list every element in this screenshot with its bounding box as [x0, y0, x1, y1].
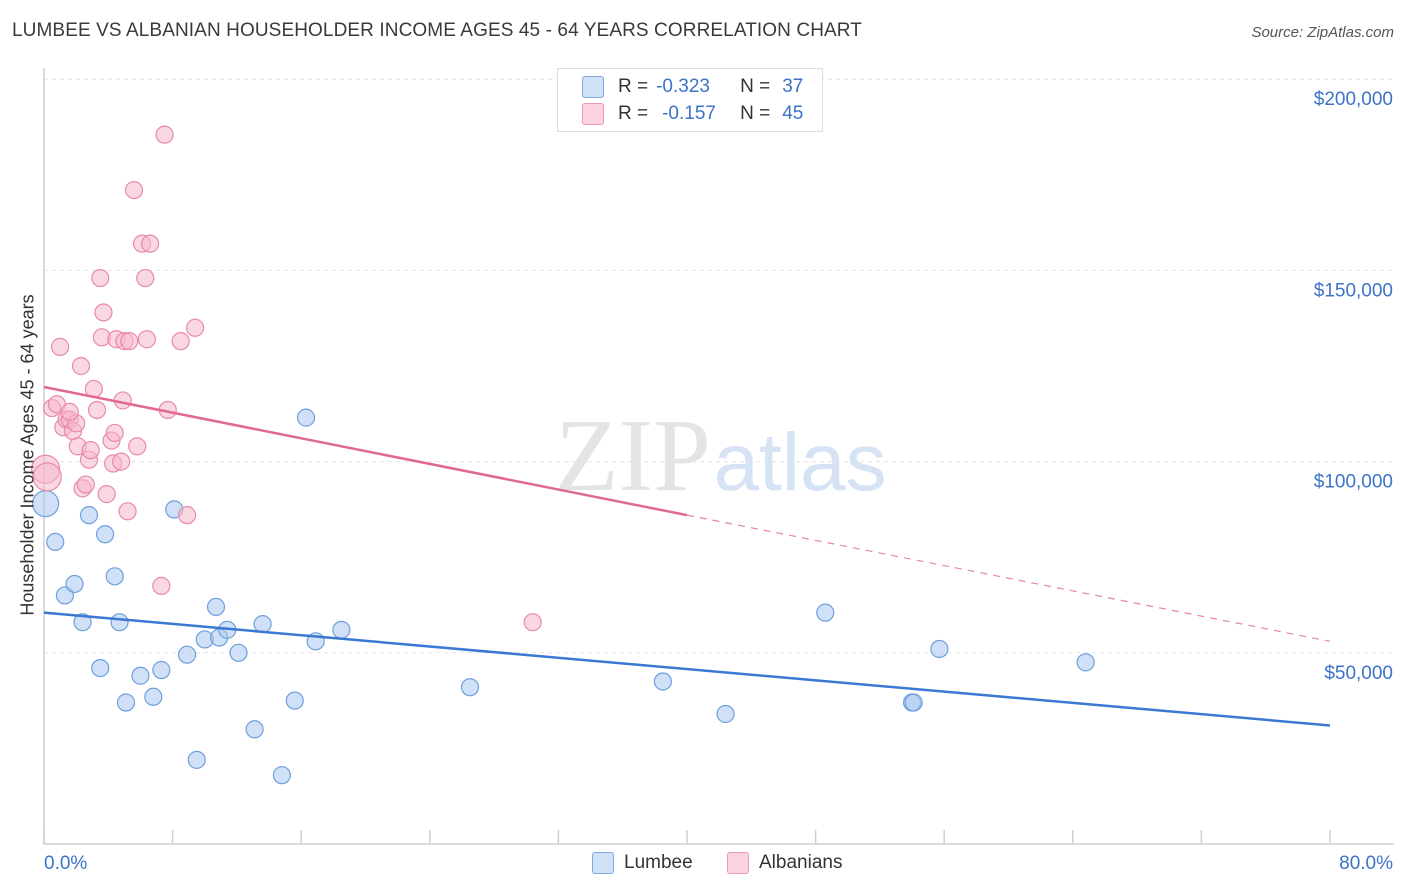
legend-row-lumbee: R = -0.323 N = 37 [582, 75, 803, 99]
albanian-point [112, 452, 131, 471]
lumbee-point [816, 603, 835, 622]
albanian-point [87, 400, 107, 420]
albanian-point [118, 502, 137, 521]
albanian-point [124, 180, 144, 200]
y-tick-label: $100,000 [1314, 472, 1393, 493]
lumbee-point [296, 408, 316, 427]
lumbee-points [32, 408, 1095, 785]
bottom-legend-albanians[interactable]: Albanians [727, 852, 842, 874]
trend-lines [43, 385, 1331, 727]
lumbee-point [716, 704, 735, 724]
albanian-point [128, 437, 147, 456]
legend-swatch-albanians [582, 103, 604, 125]
lumbee-point [930, 639, 949, 659]
x-tick-label-min: 0.0% [44, 853, 87, 874]
lumbee-point [206, 597, 226, 617]
albanian-point [155, 125, 174, 144]
lumbee-point [653, 672, 672, 691]
legend-r-label: R = [618, 76, 649, 97]
bottom-label-albanians: Albanians [759, 852, 843, 873]
albanian-point [152, 576, 171, 595]
albanian-point [523, 613, 542, 632]
lumbee-point [177, 645, 197, 664]
albanian-point [177, 506, 197, 525]
bottom-swatch-albanians [727, 852, 749, 874]
albanian-trend-extension [686, 514, 1331, 642]
lumbee-point [95, 525, 115, 544]
albanian-point [32, 462, 62, 492]
albanian-point [105, 423, 124, 443]
legend-swatch-lumbee [582, 76, 604, 98]
lumbee-point [46, 532, 65, 552]
albanian-point [171, 332, 190, 351]
albanian-trend-line [43, 385, 688, 517]
albanian-point [71, 356, 91, 376]
albanian-point [136, 268, 155, 288]
x-tick-labels: 0.0% 80.0% [44, 853, 1393, 874]
legend-r-label: R = [618, 103, 649, 124]
lumbee-point [110, 613, 129, 632]
lumbee-point [144, 687, 163, 706]
grid-lines [44, 78, 1394, 654]
legend-r-value: -0.157 [662, 103, 716, 124]
lumbee-point [65, 574, 84, 594]
albanian-points [31, 125, 542, 632]
lumbee-point [285, 691, 304, 710]
y-tick-label: $200,000 [1314, 89, 1393, 110]
albanian-point [186, 318, 205, 337]
albanian-point [50, 337, 70, 356]
legend: R = -0.323 N = 37 R = -0.157 N = 45 [557, 68, 823, 132]
lumbee-point [332, 620, 351, 639]
albanian-point [60, 402, 79, 421]
chart-title: LUMBEE VS ALBANIAN HOUSEHOLDER INCOME AG… [12, 20, 862, 41]
watermark: ZIP atlas [555, 398, 887, 513]
lumbee-point [1076, 653, 1095, 672]
bottom-legend-lumbee[interactable]: Lumbee [592, 852, 693, 874]
source-credit: Source: ZipAtlas.com [1251, 24, 1394, 41]
lumbee-point [73, 613, 92, 632]
bottom-label-lumbee: Lumbee [624, 852, 693, 873]
legend-n-value: 45 [782, 103, 804, 124]
albanian-point [94, 303, 113, 322]
lumbee-trend-line [43, 611, 1331, 727]
legend-r-value: -0.323 [656, 76, 710, 97]
y-tick-label: $150,000 [1314, 280, 1393, 301]
albanian-point [97, 485, 116, 504]
legend-n-label: N = [740, 103, 771, 124]
lumbee-point [91, 658, 110, 678]
bottom-swatch-lumbee [592, 852, 614, 874]
y-tick-labels: $50,000 $100,000 $150,000 $200,000 [1314, 89, 1393, 684]
albanian-point [81, 441, 100, 460]
lumbee-point [245, 720, 264, 739]
x-tick-label-max: 80.0% [1339, 853, 1393, 874]
legend-n-label: N = [740, 76, 771, 97]
watermark-atlas: atlas [713, 417, 886, 508]
lumbee-point [116, 693, 136, 712]
bottom-legend: Lumbee Albanians [0, 852, 1406, 876]
y-tick-label: $50,000 [1324, 663, 1393, 684]
albanian-point [91, 268, 110, 288]
albanian-point [140, 234, 160, 253]
albanian-point [120, 332, 139, 351]
lumbee-point [904, 693, 923, 712]
lumbee-point [131, 666, 150, 685]
legend-row-albanians: R = -0.157 N = 45 [582, 102, 803, 126]
lumbee-point [460, 678, 480, 697]
lumbee-point [272, 766, 292, 785]
lumbee-point [187, 750, 206, 769]
y-axis-label: Householder Income Ages 45 - 64 years [17, 294, 38, 616]
watermark-zip: ZIP [555, 398, 711, 513]
lumbee-point [105, 567, 124, 586]
legend-n-value: 37 [782, 76, 804, 97]
lumbee-point [79, 506, 99, 525]
albanian-point [137, 330, 156, 349]
lumbee-point [229, 643, 248, 662]
albanian-point [76, 475, 95, 494]
lumbee-point [152, 660, 171, 680]
